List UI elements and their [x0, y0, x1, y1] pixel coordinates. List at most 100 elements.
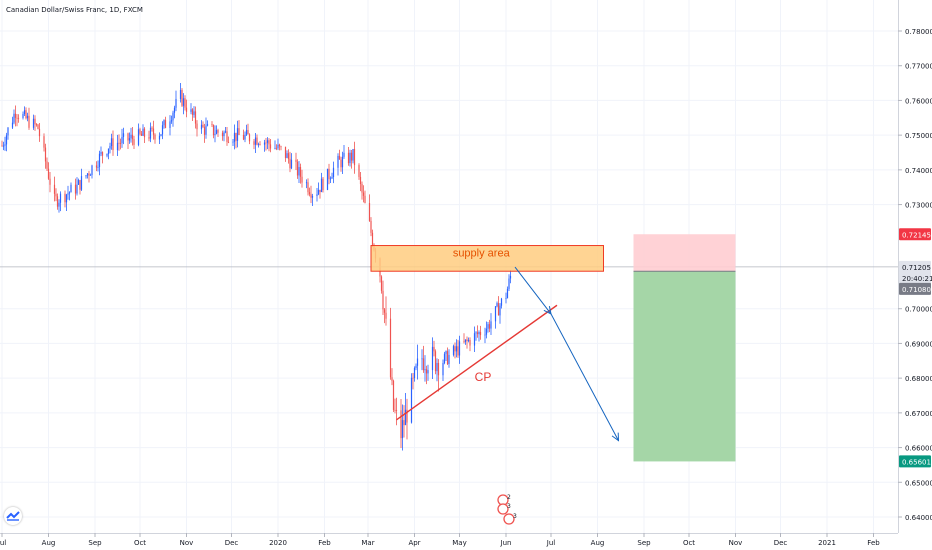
candle-body [278, 144, 281, 147]
time-tick-label: May [452, 539, 466, 547]
price-tick-label: 0.66000 [905, 445, 932, 453]
candle-body [101, 152, 104, 156]
candle-body [289, 158, 291, 169]
price-tick-label: 0.75000 [905, 132, 932, 140]
candle-body [215, 130, 218, 134]
candle-body [122, 133, 125, 137]
candle-body [49, 178, 51, 185]
price-tick-label: 0.65000 [905, 479, 932, 487]
candle-body [475, 332, 477, 334]
candle-body [193, 111, 195, 115]
price-tick-label: 0.67000 [905, 410, 932, 418]
tradingview-logo-icon[interactable] [4, 507, 22, 525]
event-marker-icon [497, 503, 509, 515]
candle-body [455, 346, 458, 352]
candle-body [196, 123, 198, 130]
candle-body [331, 177, 333, 179]
candle-body [17, 117, 20, 119]
candle-body [317, 189, 320, 195]
supply-area-label: supply area [453, 247, 511, 259]
candle-body [184, 98, 186, 108]
candle-body [23, 110, 26, 114]
candle-body [446, 351, 449, 365]
candle-body [200, 124, 203, 130]
candle-body [268, 140, 270, 145]
candle-body [164, 120, 167, 128]
candle-body [2, 145, 5, 147]
time-tick-label: Nov [729, 539, 743, 547]
candle-body [224, 131, 227, 133]
candle-body [496, 303, 498, 307]
candle-body [38, 128, 41, 137]
candle-body [425, 369, 428, 374]
candle-body [76, 184, 78, 194]
time-tick-label: Sep [637, 539, 651, 547]
candle-body [391, 377, 393, 381]
candle-body [191, 109, 194, 115]
price-tick-label: 0.69000 [905, 340, 932, 348]
candle-body [412, 377, 414, 379]
candle-body [307, 182, 309, 193]
candle-body [427, 370, 429, 374]
candle-body [161, 125, 164, 135]
candle-body [97, 167, 99, 168]
candle-body [47, 168, 50, 179]
candle-body [212, 124, 215, 136]
price-tick-label: 0.77000 [905, 63, 932, 71]
candle-body [112, 138, 114, 151]
candle-body [77, 180, 80, 185]
candle-body [133, 139, 135, 145]
candle-body [499, 305, 501, 316]
candle-body [458, 341, 461, 356]
time-tick-label: Mar [361, 539, 374, 547]
candle-body [424, 369, 426, 371]
candle-body [121, 136, 123, 144]
candle-body [242, 134, 245, 140]
candle-body [185, 107, 188, 112]
candle-body [434, 351, 437, 372]
candle-body [445, 351, 447, 354]
candle-body [88, 173, 90, 176]
candle-body [163, 120, 165, 126]
candle-body [437, 362, 440, 376]
candle-body [301, 176, 303, 183]
price-tick-label: 0.64000 [905, 514, 932, 522]
candle-body [65, 194, 68, 203]
candle-body [244, 134, 246, 140]
candle-body [139, 129, 141, 134]
candle-body [392, 380, 395, 410]
price-tick-label: 0.78000 [905, 28, 932, 36]
candle-body [151, 127, 153, 129]
candle-body [308, 192, 311, 195]
candle-body [484, 334, 486, 336]
candle-body [350, 152, 353, 161]
candle-body [433, 346, 435, 352]
candle-body [190, 109, 192, 112]
candle-body [80, 176, 83, 190]
candle-body [337, 155, 339, 168]
candle-body [13, 113, 15, 123]
candle-body [64, 193, 66, 203]
candle-body [181, 90, 183, 106]
projection-arrow-path [514, 266, 619, 441]
candle-body [263, 142, 266, 145]
candle-body [211, 124, 213, 125]
candle-body [7, 127, 9, 136]
candle-body [227, 141, 230, 143]
time-tick-label: Feb [867, 539, 880, 547]
candle-body [340, 159, 342, 168]
candlestick-series [1, 82, 512, 451]
candle-body [217, 130, 219, 133]
candle-body [214, 133, 216, 136]
candle-body [497, 303, 500, 316]
candle-body [343, 152, 345, 157]
target-price-label-background [899, 455, 931, 468]
candle-body [128, 138, 131, 141]
time-tick-label: Dec [225, 539, 239, 547]
candle-body [506, 288, 509, 299]
time-tick-label: Jul [0, 539, 6, 547]
supply-area-box [370, 245, 604, 272]
candle-body [452, 346, 455, 355]
candle-body [382, 290, 384, 310]
